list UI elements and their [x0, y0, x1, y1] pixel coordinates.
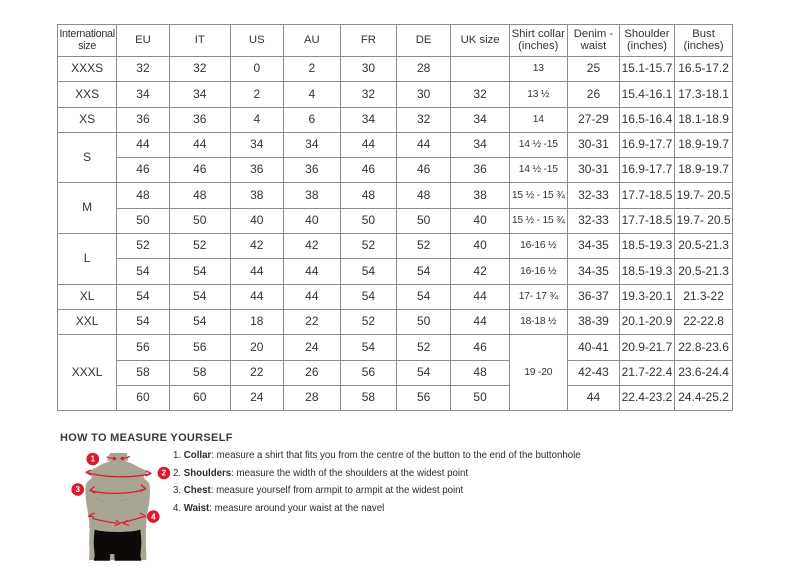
svg-text:1: 1	[91, 455, 96, 464]
svg-text:2: 2	[162, 469, 167, 478]
svg-text:4: 4	[151, 512, 156, 521]
svg-text:3: 3	[75, 485, 80, 494]
